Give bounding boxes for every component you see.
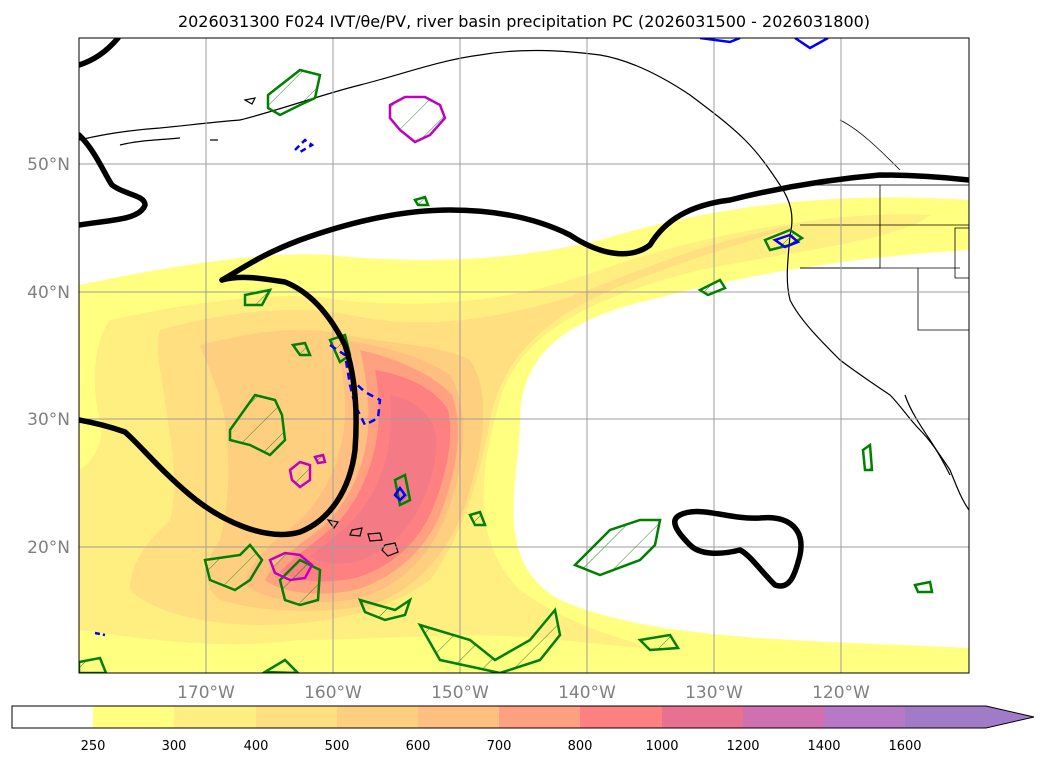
colorbar (11, 705, 1035, 729)
lon-label-160w: 160°W (304, 683, 362, 703)
blue-contours (94, 38, 829, 637)
graticule (79, 38, 969, 673)
colorbar-seg-5 (418, 706, 499, 728)
theta-e-contours (79, 38, 969, 589)
lon-label-150w: 150°W (431, 683, 489, 703)
colorbar-label-800: 800 (568, 739, 593, 754)
colorbar-seg-1 (93, 706, 174, 728)
colorbar-seg-2 (174, 706, 256, 728)
colorbar-label-500: 500 (325, 739, 350, 754)
colorbar-label-700: 700 (487, 739, 512, 754)
ivt-filled-contours (79, 197, 969, 673)
colorbar-outline (11, 705, 1035, 729)
colorbar-label-400: 400 (244, 739, 269, 754)
colorbar-seg-3 (256, 706, 337, 728)
colorbar-seg-7 (580, 706, 662, 728)
lat-label-30n: 30°N (27, 410, 70, 430)
colorbar-labels: 250 300 400 500 600 700 800 1000 1200 14… (81, 739, 922, 754)
colorbar-seg-9 (743, 706, 824, 728)
lat-labels: 50°N 40°N 30°N 20°N (27, 155, 70, 558)
colorbar-seg-11 (905, 706, 1034, 728)
magenta-contours (268, 95, 447, 582)
lon-label-140w: 140°W (558, 683, 616, 703)
map-title: 2026031300 F024 IVT/θe/PV, river basin p… (178, 12, 870, 31)
lat-label-20n: 20°N (27, 538, 70, 558)
colorbar-label-1600: 1600 (888, 739, 921, 754)
colorbar-label-1000: 1000 (645, 739, 678, 754)
colorbar-seg-0 (12, 706, 93, 728)
colorbar-label-1200: 1200 (726, 739, 759, 754)
lon-label-130w: 130°W (685, 683, 743, 703)
lon-labels: 170°W 160°W 150°W 140°W 130°W 120°W (177, 683, 870, 703)
colorbar-label-1400: 1400 (807, 739, 840, 754)
lat-label-50n: 50°N (27, 155, 70, 175)
colorbar-seg-10 (824, 706, 905, 728)
pv-contours (79, 68, 934, 673)
map-area (79, 38, 969, 673)
lon-label-120w: 120°W (812, 683, 870, 703)
coastlines (79, 49, 969, 557)
map-frame (78, 37, 970, 674)
lon-label-170w: 170°W (177, 683, 235, 703)
ivt-band-1000 (310, 395, 437, 564)
colorbar-seg-4 (337, 706, 418, 728)
colorbar-label-600: 600 (406, 739, 431, 754)
colorbar-seg-6 (499, 706, 580, 728)
colorbar-label-250: 250 (81, 739, 106, 754)
lat-label-40n: 40°N (27, 283, 70, 303)
colorbar-seg-8 (662, 706, 743, 728)
colorbar-label-300: 300 (162, 739, 187, 754)
